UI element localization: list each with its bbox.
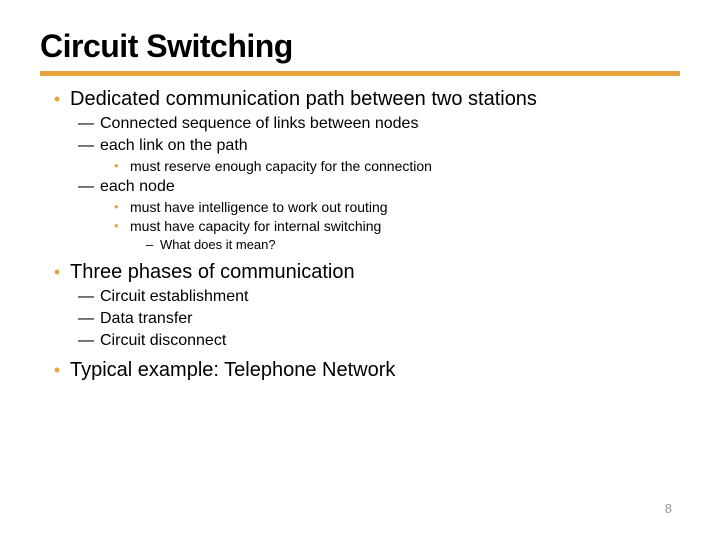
list-text: Typical example: Telephone Network — [70, 357, 395, 383]
dash-icon: – — [146, 236, 160, 253]
list-item: • must reserve enough capacity for the c… — [114, 157, 680, 175]
list-text: must reserve enough capacity for the con… — [130, 157, 432, 175]
list-item: • Three phases of communication — [44, 259, 680, 285]
list-text: must have intelligence to work out routi… — [130, 198, 388, 216]
list-item: • Typical example: Telephone Network — [44, 357, 680, 383]
list-item: • Dedicated communication path between t… — [44, 86, 680, 112]
list-text: Three phases of communication — [70, 259, 355, 285]
bullet-icon: • — [114, 157, 130, 175]
list-item: • must have intelligence to work out rou… — [114, 198, 680, 216]
list-item: — each link on the path — [78, 135, 680, 156]
slide-title: Circuit Switching — [40, 28, 680, 65]
bullet-icon: • — [44, 259, 70, 285]
bullet-icon: • — [114, 217, 130, 235]
list-text: Connected sequence of links between node… — [100, 113, 418, 134]
title-divider — [40, 71, 680, 76]
list-text: Dedicated communication path between two… — [70, 86, 537, 112]
dash-icon: — — [78, 308, 100, 329]
dash-icon: — — [78, 176, 100, 197]
list-item: – What does it mean? — [146, 236, 680, 253]
page-number: 8 — [665, 501, 672, 516]
slide-content: • Dedicated communication path between t… — [40, 86, 680, 383]
list-text: must have capacity for internal switchin… — [130, 217, 381, 235]
list-item: — Connected sequence of links between no… — [78, 113, 680, 134]
list-text: Circuit disconnect — [100, 330, 226, 351]
dash-icon: — — [78, 135, 100, 156]
list-text: Circuit establishment — [100, 286, 249, 307]
list-item: • must have capacity for internal switch… — [114, 217, 680, 235]
list-text: What does it mean? — [160, 236, 276, 253]
list-item: — each node — [78, 176, 680, 197]
dash-icon: — — [78, 330, 100, 351]
dash-icon: — — [78, 286, 100, 307]
dash-icon: — — [78, 113, 100, 134]
list-text: Data transfer — [100, 308, 192, 329]
list-text: each node — [100, 176, 175, 197]
bullet-icon: • — [44, 357, 70, 383]
bullet-icon: • — [44, 86, 70, 112]
list-text: each link on the path — [100, 135, 248, 156]
bullet-icon: • — [114, 198, 130, 216]
list-item: — Circuit establishment — [78, 286, 680, 307]
list-item: — Data transfer — [78, 308, 680, 329]
list-item: — Circuit disconnect — [78, 330, 680, 351]
